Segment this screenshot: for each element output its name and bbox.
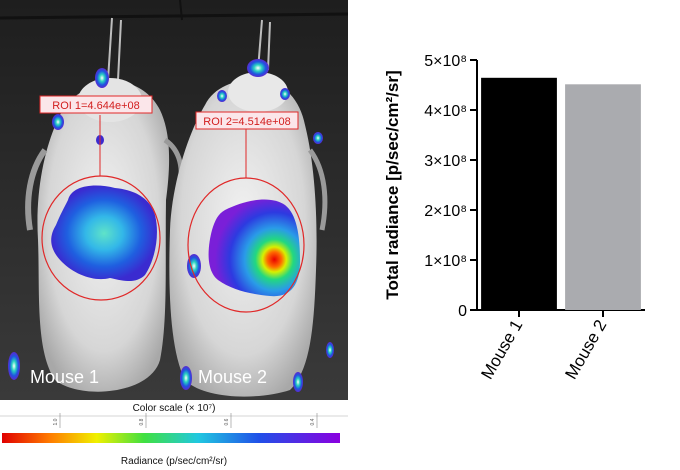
y-tick-label: 4×10⁸: [424, 103, 467, 120]
color-scale-tick-1: 1.0: [53, 418, 59, 425]
color-scale-bar: [2, 433, 340, 443]
roi-1-label: ROI 1=4.644e+08: [52, 100, 139, 112]
roi-1-circle: [41, 175, 161, 301]
color-scale-label: Radiance (p/sec/cm²/sr): [121, 456, 227, 467]
color-scale-tick-2: 0.8: [139, 418, 145, 425]
y-tick-label: 5×10⁸: [424, 53, 467, 70]
radiance-bar-chart: 0 1×10⁸ 2×10⁸ 3×10⁸ 4×10⁸ 5×10⁸ Mouse 1 Mouse 2…: [383, 53, 645, 382]
x-tick-label: Mouse 1: [477, 317, 526, 383]
y-tick-label: 1×10⁸: [424, 253, 467, 270]
roi-2-label: ROI 2=4.514e+08: [203, 116, 290, 128]
signal-mouse-2: [208, 199, 300, 297]
bar-2: [565, 84, 641, 310]
color-scale: Color scale (× 10⁷) 1.0 0.8 0.6 0.4 Radi…: [0, 403, 348, 467]
color-scale-title: Color scale (× 10⁷): [133, 403, 216, 414]
y-tick-label: 0: [458, 303, 467, 320]
y-tick-label: 3×10⁸: [424, 153, 467, 170]
color-scale-tick-4: 0.4: [310, 418, 316, 425]
color-scale-tick-3: 0.6: [224, 418, 230, 425]
x-tick-label: Mouse 2: [561, 317, 610, 383]
mouse-2-label: Mouse 2: [198, 367, 267, 387]
plot-area: 0 1×10⁸ 2×10⁸ 3×10⁸ 4×10⁸ 5×10⁸ Mouse 1 Mouse 2: [424, 53, 645, 382]
signal-mouse-1: [51, 185, 157, 282]
y-axis-label: Total radiance [p/sec/cm²/sr]: [383, 70, 402, 299]
mouse-1-label: Mouse 1: [30, 367, 99, 387]
bioluminescence-image: ROI 1=4.644e+08 ROI 2=4.514e+08 Mouse 1 …: [0, 0, 348, 400]
y-tick-label: 2×10⁸: [424, 203, 467, 220]
bar-1: [481, 77, 557, 310]
